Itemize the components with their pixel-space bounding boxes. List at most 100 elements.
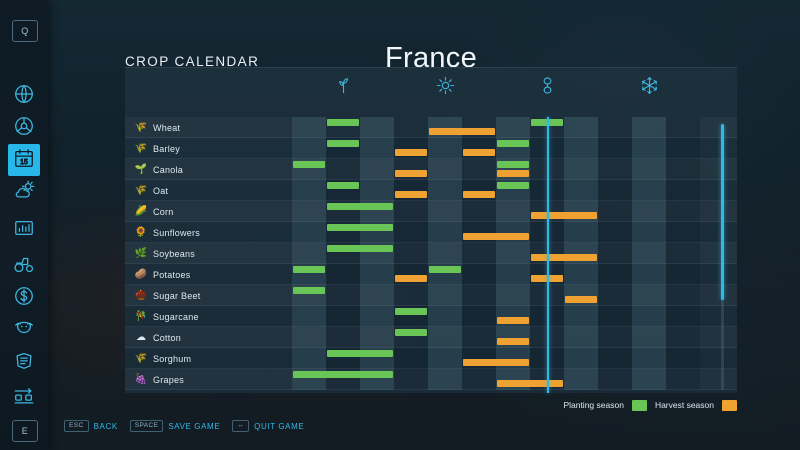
calendar-cell bbox=[462, 159, 496, 180]
sunflower-icon: 🌻 bbox=[134, 226, 148, 238]
calendar-cell bbox=[360, 327, 394, 348]
calendar-cell bbox=[598, 222, 632, 243]
planting-bar bbox=[429, 266, 461, 273]
sidebar-item-weather[interactable] bbox=[8, 176, 40, 208]
action-back[interactable]: ESC BACK bbox=[64, 419, 118, 433]
calendar-cell bbox=[326, 327, 360, 348]
calendar-row[interactable]: 🍇 Grapes bbox=[125, 369, 737, 390]
sidebar-item-production[interactable] bbox=[8, 382, 40, 414]
calendar-cell bbox=[598, 159, 632, 180]
crop-name-cell: 🌾 Sorghum bbox=[125, 348, 292, 369]
calendar-cell bbox=[666, 138, 700, 159]
crop-calendar-panel: CROP CALENDAR France 🌾 Wheat 🌾 Barley 🌱 Canol… bbox=[125, 14, 737, 411]
svg-text:15: 15 bbox=[20, 158, 28, 165]
crop-name-label: Canola bbox=[153, 164, 184, 175]
calendar-cell bbox=[598, 264, 632, 285]
planting-bar bbox=[327, 245, 393, 252]
calendar-row[interactable]: 🌿 Soybeans bbox=[125, 243, 737, 264]
production-chain-icon bbox=[13, 385, 35, 412]
sugarcane-icon: 🎋 bbox=[134, 310, 148, 322]
sidebar-item-machines[interactable] bbox=[8, 250, 40, 282]
calendar-cell bbox=[496, 117, 530, 138]
calendar-cell bbox=[632, 243, 666, 264]
calendar-cell bbox=[564, 306, 598, 327]
row-divider bbox=[125, 158, 737, 159]
planting-bar bbox=[293, 371, 393, 378]
action-label: SAVE GAME bbox=[168, 421, 221, 431]
sidebar-item-finances[interactable] bbox=[8, 282, 40, 314]
calendar-row[interactable]: 🥔 Potatoes bbox=[125, 264, 737, 285]
calendar-cell bbox=[360, 117, 394, 138]
action-save-game[interactable]: SPACE SAVE GAME bbox=[129, 419, 221, 433]
crop-name-label: Sugar Beet bbox=[153, 290, 201, 301]
sidebar-item-map[interactable] bbox=[8, 80, 40, 112]
sidebar-item-animals[interactable] bbox=[8, 314, 40, 346]
calendar-cell bbox=[666, 285, 700, 306]
crop-name-label: Potatoes bbox=[153, 269, 191, 280]
calendar-row[interactable]: 🌱 Canola bbox=[125, 159, 737, 180]
sidebar-item-calendar[interactable]: 15 bbox=[8, 144, 40, 176]
calendar-cell bbox=[598, 348, 632, 369]
legend-planting-label: Planting season bbox=[563, 400, 624, 410]
action-key: ESC bbox=[64, 419, 89, 433]
crop-name-cell: 🌾 Barley bbox=[125, 138, 292, 159]
row-divider bbox=[125, 200, 737, 201]
harvest-bar bbox=[463, 233, 529, 240]
calendar-cell bbox=[666, 159, 700, 180]
crop-name-label: Wheat bbox=[153, 122, 181, 133]
calendar-cell bbox=[598, 243, 632, 264]
wheat-icon: 🌾 bbox=[134, 121, 148, 133]
grapes-icon: 🍇 bbox=[134, 373, 148, 385]
sidebar-item-vehicles[interactable] bbox=[8, 112, 40, 144]
globe-icon bbox=[13, 83, 35, 110]
crop-name-cell: 🌿 Soybeans bbox=[125, 243, 292, 264]
action-label: BACK bbox=[93, 421, 118, 431]
calendar-cell bbox=[598, 327, 632, 348]
calendar-cell bbox=[292, 306, 326, 327]
sidebar-item-contracts[interactable] bbox=[8, 346, 40, 378]
calendar-cell bbox=[666, 264, 700, 285]
calendar-row[interactable]: ☁ Cotton bbox=[125, 327, 737, 348]
calendar-cell bbox=[428, 348, 462, 369]
calendar-row[interactable]: 🌰 Sugar Beet bbox=[125, 285, 737, 306]
sidebar-item-statistics[interactable] bbox=[8, 214, 40, 246]
scrollbar-track[interactable] bbox=[721, 124, 724, 390]
calendar-cell bbox=[428, 138, 462, 159]
calendar-row[interactable]: 🌾 Sorghum bbox=[125, 348, 737, 369]
calendar-row[interactable]: 🌻 Sunflowers bbox=[125, 222, 737, 243]
calendar-cell bbox=[564, 348, 598, 369]
harvest-bar bbox=[395, 149, 427, 156]
planting-bar bbox=[497, 161, 529, 168]
sidebar-key-up: Q bbox=[12, 20, 38, 42]
crop-name-label: Sunflowers bbox=[153, 227, 201, 238]
calendar-cell bbox=[666, 222, 700, 243]
action-quit-game[interactable]: ↔ QUIT GAME bbox=[232, 419, 304, 433]
calendar-cell bbox=[666, 180, 700, 201]
calendar-cell bbox=[292, 222, 326, 243]
legend-harvest-swatch bbox=[722, 399, 737, 411]
calendar-cell bbox=[394, 243, 428, 264]
planting-bar bbox=[293, 161, 325, 168]
tractor-icon bbox=[13, 253, 35, 280]
action-key: ↔ bbox=[232, 419, 250, 433]
planting-bar bbox=[293, 266, 325, 273]
calendar-cell bbox=[360, 138, 394, 159]
legend-harvest-label: Harvest season bbox=[654, 400, 714, 410]
calendar-row[interactable]: 🎋 Sugarcane bbox=[125, 306, 737, 327]
calendar-cell bbox=[462, 201, 496, 222]
summer-sun-icon bbox=[428, 72, 462, 98]
planting-bar bbox=[395, 329, 427, 336]
potato-icon: 🥔 bbox=[134, 268, 148, 280]
canola-icon: 🌱 bbox=[134, 163, 148, 175]
calendar-row[interactable]: 🌾 Wheat bbox=[125, 117, 737, 138]
calendar-cell bbox=[632, 264, 666, 285]
calendar-row[interactable]: 🌽 Corn bbox=[125, 201, 737, 222]
calendar-row[interactable]: 🌾 Barley bbox=[125, 138, 737, 159]
bottom-action-bar: ESC BACK SPACE SAVE GAME ↔ QUIT GAME bbox=[64, 419, 304, 433]
page-section-title: CROP CALENDAR bbox=[125, 54, 260, 69]
calendar-row[interactable]: 🌾 Oat bbox=[125, 180, 737, 201]
scrollbar-thumb[interactable] bbox=[721, 124, 724, 300]
calendar-cell bbox=[666, 306, 700, 327]
harvest-bar bbox=[463, 191, 495, 198]
harvest-bar bbox=[565, 296, 597, 303]
